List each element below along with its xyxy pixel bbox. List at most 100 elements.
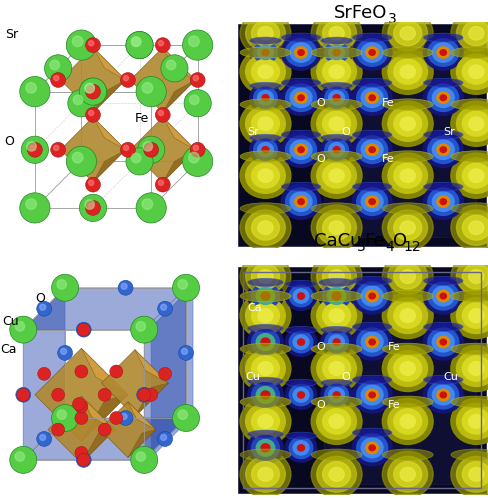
Circle shape: [126, 148, 153, 175]
Circle shape: [297, 50, 304, 56]
Circle shape: [450, 101, 488, 146]
Circle shape: [316, 404, 356, 440]
Circle shape: [289, 192, 311, 212]
Circle shape: [130, 316, 157, 343]
Text: O: O: [35, 292, 45, 304]
Circle shape: [356, 282, 387, 310]
Circle shape: [38, 368, 51, 380]
Text: Sr: Sr: [5, 28, 18, 41]
Circle shape: [468, 414, 483, 428]
Circle shape: [251, 462, 279, 487]
Circle shape: [382, 49, 432, 94]
Circle shape: [332, 146, 339, 153]
Ellipse shape: [450, 47, 488, 58]
Ellipse shape: [352, 375, 391, 384]
Circle shape: [251, 436, 279, 460]
Ellipse shape: [285, 280, 316, 287]
Circle shape: [10, 446, 37, 473]
Polygon shape: [61, 117, 125, 182]
Circle shape: [387, 16, 427, 51]
Circle shape: [85, 200, 94, 209]
Circle shape: [393, 21, 421, 46]
Circle shape: [328, 142, 344, 156]
Ellipse shape: [450, 203, 488, 214]
Circle shape: [247, 432, 283, 464]
Circle shape: [461, 264, 488, 289]
Circle shape: [456, 298, 488, 334]
Circle shape: [120, 72, 135, 88]
Circle shape: [257, 308, 272, 322]
Circle shape: [72, 398, 85, 410]
Circle shape: [19, 390, 25, 396]
Circle shape: [181, 348, 187, 354]
Polygon shape: [130, 117, 195, 182]
Circle shape: [450, 10, 488, 56]
Circle shape: [320, 84, 352, 112]
Circle shape: [393, 60, 421, 84]
Circle shape: [245, 298, 285, 334]
Ellipse shape: [249, 82, 281, 89]
Circle shape: [288, 384, 312, 406]
Circle shape: [361, 43, 382, 62]
Circle shape: [98, 388, 111, 402]
Circle shape: [356, 434, 387, 462]
Polygon shape: [61, 48, 125, 112]
Ellipse shape: [320, 37, 352, 44]
Circle shape: [324, 42, 347, 63]
Circle shape: [73, 95, 82, 104]
Circle shape: [328, 65, 344, 78]
Circle shape: [461, 112, 488, 136]
Ellipse shape: [382, 290, 432, 302]
Circle shape: [245, 54, 285, 90]
Circle shape: [365, 442, 378, 454]
Circle shape: [188, 36, 199, 46]
Circle shape: [285, 434, 316, 462]
Circle shape: [468, 169, 483, 182]
Circle shape: [50, 60, 60, 70]
Text: Fe: Fe: [135, 112, 149, 125]
Circle shape: [178, 410, 187, 420]
Circle shape: [247, 379, 283, 411]
Circle shape: [310, 10, 361, 56]
Ellipse shape: [285, 380, 316, 386]
Circle shape: [155, 177, 170, 192]
Circle shape: [261, 444, 269, 452]
Circle shape: [37, 302, 52, 316]
Circle shape: [365, 290, 378, 302]
Text: 3: 3: [387, 12, 396, 26]
Text: CaCu: CaCu: [313, 232, 361, 250]
Ellipse shape: [310, 8, 361, 20]
Circle shape: [431, 43, 453, 62]
Circle shape: [251, 215, 279, 240]
Text: Sr: Sr: [247, 127, 259, 137]
Circle shape: [352, 80, 391, 116]
Circle shape: [240, 292, 290, 339]
Circle shape: [387, 158, 427, 194]
Circle shape: [293, 289, 308, 303]
Ellipse shape: [352, 428, 391, 437]
Circle shape: [257, 142, 273, 156]
Circle shape: [288, 286, 312, 306]
Circle shape: [361, 332, 382, 352]
Circle shape: [257, 221, 272, 234]
Ellipse shape: [240, 203, 290, 214]
Ellipse shape: [310, 47, 361, 58]
Circle shape: [356, 39, 387, 66]
Circle shape: [310, 49, 361, 94]
Circle shape: [79, 194, 106, 222]
Polygon shape: [163, 150, 195, 182]
Polygon shape: [151, 286, 193, 458]
Polygon shape: [81, 430, 115, 463]
Circle shape: [356, 328, 387, 356]
Text: Fe: Fe: [386, 342, 399, 352]
Circle shape: [322, 303, 350, 328]
Circle shape: [281, 132, 320, 168]
Ellipse shape: [423, 130, 462, 139]
Text: 3: 3: [356, 240, 365, 254]
Circle shape: [249, 38, 281, 66]
Polygon shape: [135, 383, 168, 416]
Circle shape: [172, 274, 199, 301]
Circle shape: [257, 90, 273, 104]
Circle shape: [431, 192, 453, 212]
Circle shape: [88, 87, 94, 92]
